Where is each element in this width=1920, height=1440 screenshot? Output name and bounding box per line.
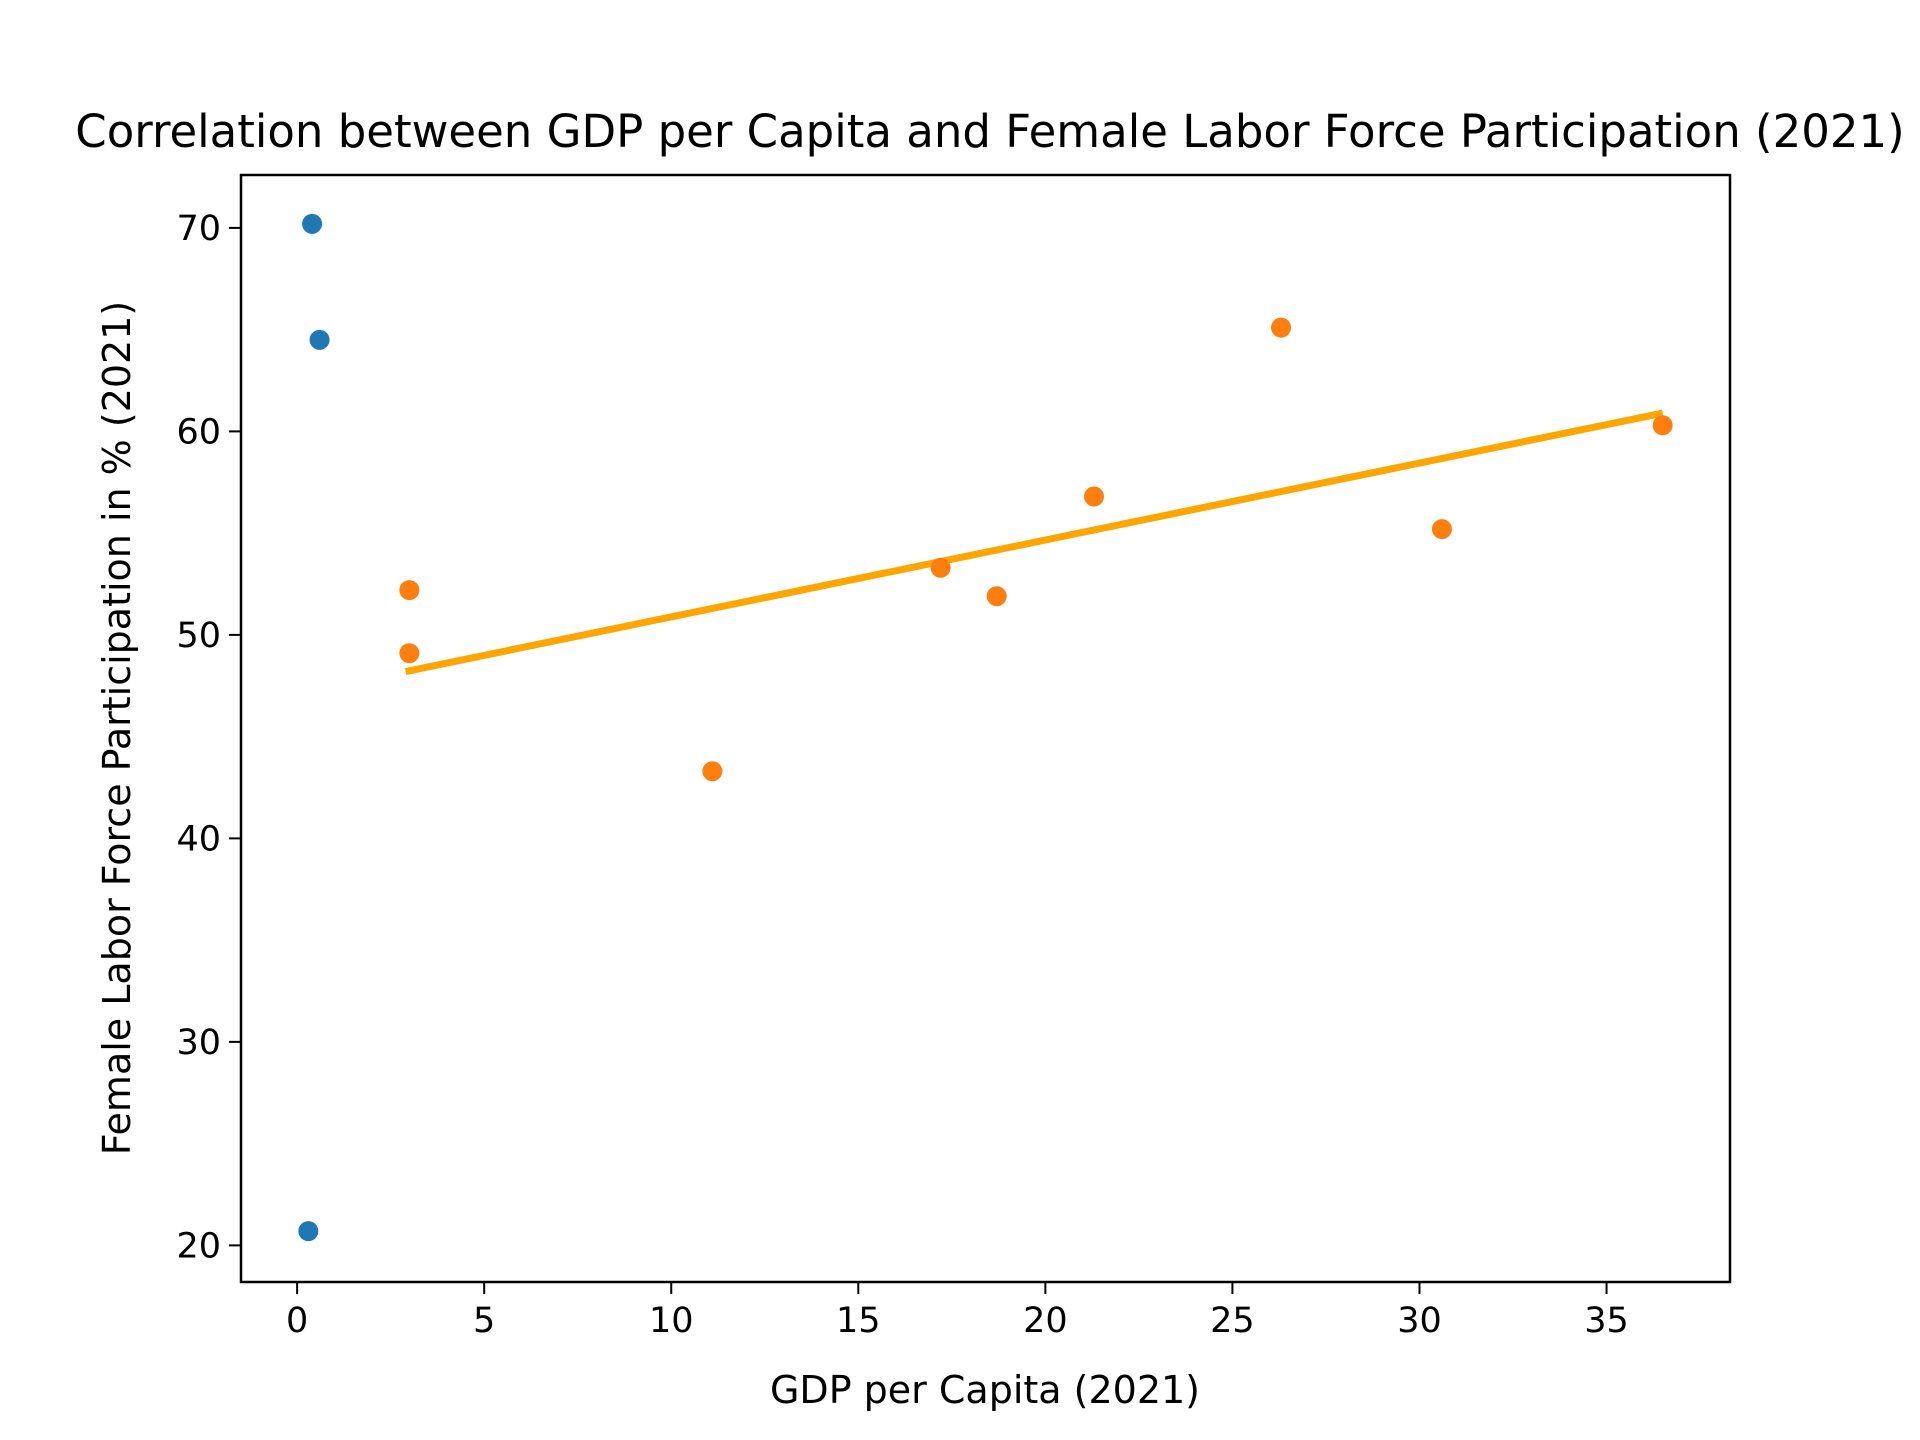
- x-tick-label: 20: [1023, 1301, 1068, 1341]
- scatter-point-s1-0: [399, 580, 420, 601]
- x-tick-label: 0: [286, 1301, 308, 1341]
- y-axis-label: Female Labor Force Participation in % (2…: [95, 301, 139, 1155]
- scatter-point-s1-6: [1271, 317, 1292, 338]
- scatter-point-s1-3: [930, 557, 951, 578]
- scatter-point-s0-1: [309, 329, 330, 350]
- x-axis-label: GDP per Capita (2021): [770, 1368, 1200, 1412]
- x-tick-label: 10: [649, 1301, 694, 1341]
- scatter-point-s1-1: [399, 643, 420, 664]
- trendline: [404, 409, 1664, 675]
- y-tick-label: 50: [176, 616, 221, 656]
- x-tick-label: 5: [473, 1301, 495, 1341]
- scatter-point-s1-4: [986, 586, 1007, 607]
- y-tick-label: 60: [176, 412, 221, 452]
- x-tick-label: 15: [836, 1301, 881, 1341]
- y-axis: 20 30 40 50 60 70: [176, 209, 241, 1266]
- scatter-point-s1-7: [1431, 519, 1452, 540]
- x-tick-label: 25: [1210, 1301, 1255, 1341]
- scatter-point-s0-2: [298, 1221, 319, 1242]
- plot-area: [239, 173, 1732, 1284]
- points-layer: [298, 213, 1673, 1242]
- scatter-point-s1-5: [1083, 486, 1104, 507]
- chart-title: Correlation between GDP per Capita and F…: [75, 105, 1904, 158]
- y-tick-label: 20: [176, 1226, 221, 1266]
- plot-frame: [239, 173, 1732, 1284]
- x-axis: 0 5 10 15 20 25 30 35: [286, 1282, 1629, 1341]
- y-tick-label: 30: [176, 1023, 221, 1063]
- y-tick-label: 70: [176, 209, 221, 249]
- scatter-point-s1-2: [702, 761, 723, 782]
- trendline-layer: [404, 409, 1664, 675]
- x-tick-label: 35: [1584, 1301, 1629, 1341]
- scatter-point-s1-8: [1652, 415, 1673, 436]
- x-tick-label: 30: [1397, 1301, 1442, 1341]
- scatter-point-s0-0: [302, 213, 323, 234]
- y-tick-label: 40: [176, 819, 221, 859]
